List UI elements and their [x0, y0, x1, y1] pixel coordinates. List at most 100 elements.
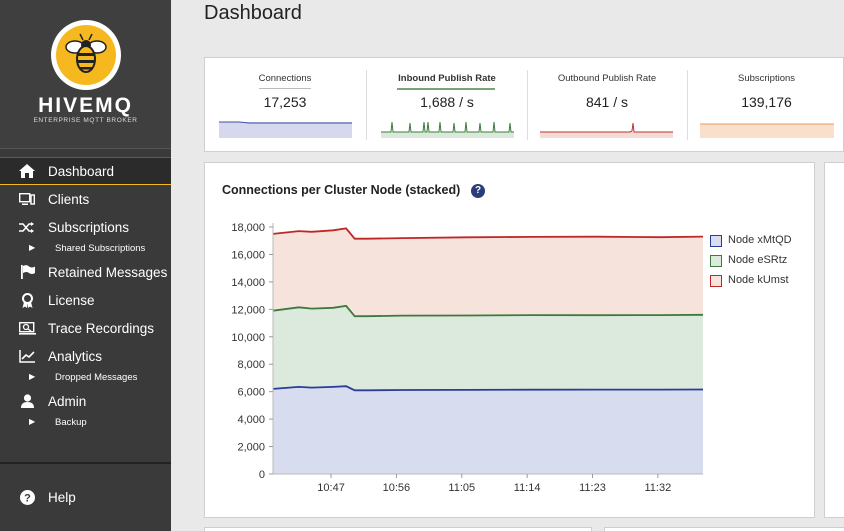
- y-tick-label: 14,000: [231, 277, 265, 289]
- page-title: Dashboard: [204, 2, 302, 24]
- stat-underline: [259, 88, 311, 89]
- y-tick-label: 4,000: [237, 414, 265, 426]
- stat-title: Inbound Publish Rate: [398, 73, 496, 84]
- sparkline-outbound: [540, 122, 673, 138]
- sidebar-item-admin[interactable]: Admin: [0, 387, 171, 415]
- sidebar-item-subscriptions[interactable]: Subscriptions: [0, 213, 171, 241]
- y-tick-label: 16,000: [231, 249, 265, 261]
- sidebar-item-label: Admin: [48, 393, 87, 409]
- stacked-area-chart: 0 2,000 4,000 6,000 8,000 10,000 12,000 14,000 1…: [231, 222, 704, 494]
- stat-separator: [527, 70, 528, 140]
- home-icon: [18, 162, 36, 180]
- sidebar-subitem-label: Backup: [55, 417, 87, 428]
- legend-swatch: [710, 275, 722, 287]
- stat-connections[interactable]: Connections 17,253: [205, 58, 365, 153]
- flag-icon: [18, 263, 36, 281]
- sidebar-item-dashboard[interactable]: Dashboard: [0, 157, 171, 185]
- y-tick-label: 12,000: [231, 304, 265, 316]
- bottom-panel: [204, 527, 592, 531]
- chart-panel: Connections per Cluster Node (stacked) ?…: [204, 162, 815, 518]
- area-series-2: [273, 228, 703, 317]
- line-series-1: [272, 304, 704, 318]
- stat-title: Connections: [258, 73, 312, 84]
- sidebar-item-label: Trace Recordings: [48, 320, 155, 336]
- y-tick-label: 8,000: [237, 359, 265, 371]
- brand: HIVEMQ ENTERPRISE MQTT BROKER: [0, 0, 171, 148]
- area-series-0: [273, 386, 703, 474]
- legend-label: Node eSRtz: [728, 254, 788, 266]
- sidebar-subitem-shared-subscriptions[interactable]: ▶ Shared Subscriptions: [0, 241, 171, 258]
- sparkline-connections: [219, 121, 352, 138]
- stat-inbound-publish-rate[interactable]: Inbound Publish Rate 1,688 / s: [367, 58, 527, 153]
- caret-right-icon: ▶: [29, 243, 36, 252]
- sidebar-item-label: Help: [48, 490, 76, 505]
- help-icon[interactable]: ?: [471, 184, 485, 198]
- stat-subscriptions[interactable]: Subscriptions 139,176: [688, 58, 844, 153]
- sidebar-item-retained-messages[interactable]: Retained Messages: [0, 258, 171, 286]
- x-tick-label: 11:14: [514, 482, 541, 494]
- x-tick-label: 11:05: [448, 482, 475, 494]
- brand-tagline: ENTERPRISE MQTT BROKER: [33, 117, 138, 124]
- brand-divider: [0, 148, 171, 149]
- y-tick-label: 6,000: [237, 387, 265, 399]
- user-icon: [18, 392, 36, 410]
- brand-name: HIVEMQ: [38, 94, 133, 117]
- y-tick-label: 2,000: [237, 442, 265, 454]
- stats-panel: Connections 17,253 Inbound Publish Rate …: [204, 57, 844, 152]
- sidebar-item-help[interactable]: ? Help: [0, 484, 171, 512]
- hivemq-logo[interactable]: [51, 20, 121, 90]
- line-series-0: [272, 385, 704, 392]
- trace-icon: [18, 319, 36, 337]
- sidebar-subitem-label: Shared Subscriptions: [55, 243, 146, 254]
- stat-value: 841 / s: [585, 94, 629, 110]
- area-series-1: [273, 305, 703, 391]
- stat-title: Outbound Publish Rate: [557, 73, 657, 84]
- y-tick-label: 0: [259, 469, 265, 481]
- legend-swatch: [710, 235, 722, 247]
- legend-label: Node kUmst: [728, 274, 789, 286]
- chart-title: Connections per Cluster Node (stacked): [222, 183, 461, 197]
- sidebar-item-analytics[interactable]: Analytics: [0, 342, 171, 370]
- sidebar-subitem-label: Dropped Messages: [55, 372, 138, 383]
- stat-value: 17,253: [263, 94, 307, 110]
- chart-line-icon: [18, 347, 36, 365]
- stat-separator: [687, 70, 688, 140]
- sparkline-subscriptions: [700, 123, 834, 138]
- sidebar-item-trace-recordings[interactable]: Trace Recordings: [0, 314, 171, 342]
- sidebar-subitem-dropped-messages[interactable]: ▶ Dropped Messages: [0, 370, 171, 387]
- sparkline-inbound: [381, 121, 514, 138]
- sidebar-nav: Dashboard Clients Subscriptions ▶ Shared…: [0, 157, 171, 432]
- help-icon: ?: [18, 488, 36, 506]
- legend-swatch: [710, 255, 722, 267]
- stat-title: Subscriptions: [737, 73, 796, 84]
- svg-text:?: ?: [24, 492, 31, 504]
- x-tick-label: 10:47: [317, 482, 345, 494]
- sidebar-item-clients[interactable]: Clients: [0, 185, 171, 213]
- sidebar-subitem-backup[interactable]: ▶ Backup: [0, 415, 171, 432]
- x-tick-label: 11:32: [644, 482, 671, 494]
- side-panel: [824, 162, 844, 518]
- sidebar-item-label: Clients: [48, 191, 90, 207]
- award-icon: [18, 291, 36, 309]
- sidebar-item-license[interactable]: License: [0, 286, 171, 314]
- sidebar-item-label: Retained Messages: [48, 264, 168, 280]
- y-tick-label: 10,000: [231, 332, 265, 344]
- sidebar-item-label: License: [48, 292, 95, 308]
- sidebar: HIVEMQ ENTERPRISE MQTT BROKER Dashboard …: [0, 0, 171, 531]
- x-tick-label: 10:56: [383, 482, 411, 494]
- x-tick-label: 11:23: [579, 482, 606, 494]
- y-tick-label: 18,000: [231, 222, 265, 234]
- sidebar-divider: [0, 462, 171, 464]
- bottom-panel: [604, 527, 844, 531]
- line-series-2: [272, 227, 704, 240]
- stat-value: 1,688 / s: [420, 94, 474, 110]
- clients-icon: [18, 190, 36, 208]
- stat-value: 139,176: [741, 94, 792, 110]
- stat-outbound-publish-rate[interactable]: Outbound Publish Rate 841 / s: [528, 58, 686, 153]
- stat-underline-active: [397, 88, 495, 90]
- sidebar-item-label: Subscriptions: [48, 219, 130, 235]
- bee-icon: [56, 25, 116, 85]
- sidebar-item-label: Dashboard: [48, 163, 115, 179]
- legend-label: Node xMtQD: [728, 234, 792, 246]
- caret-right-icon: ▶: [29, 417, 36, 426]
